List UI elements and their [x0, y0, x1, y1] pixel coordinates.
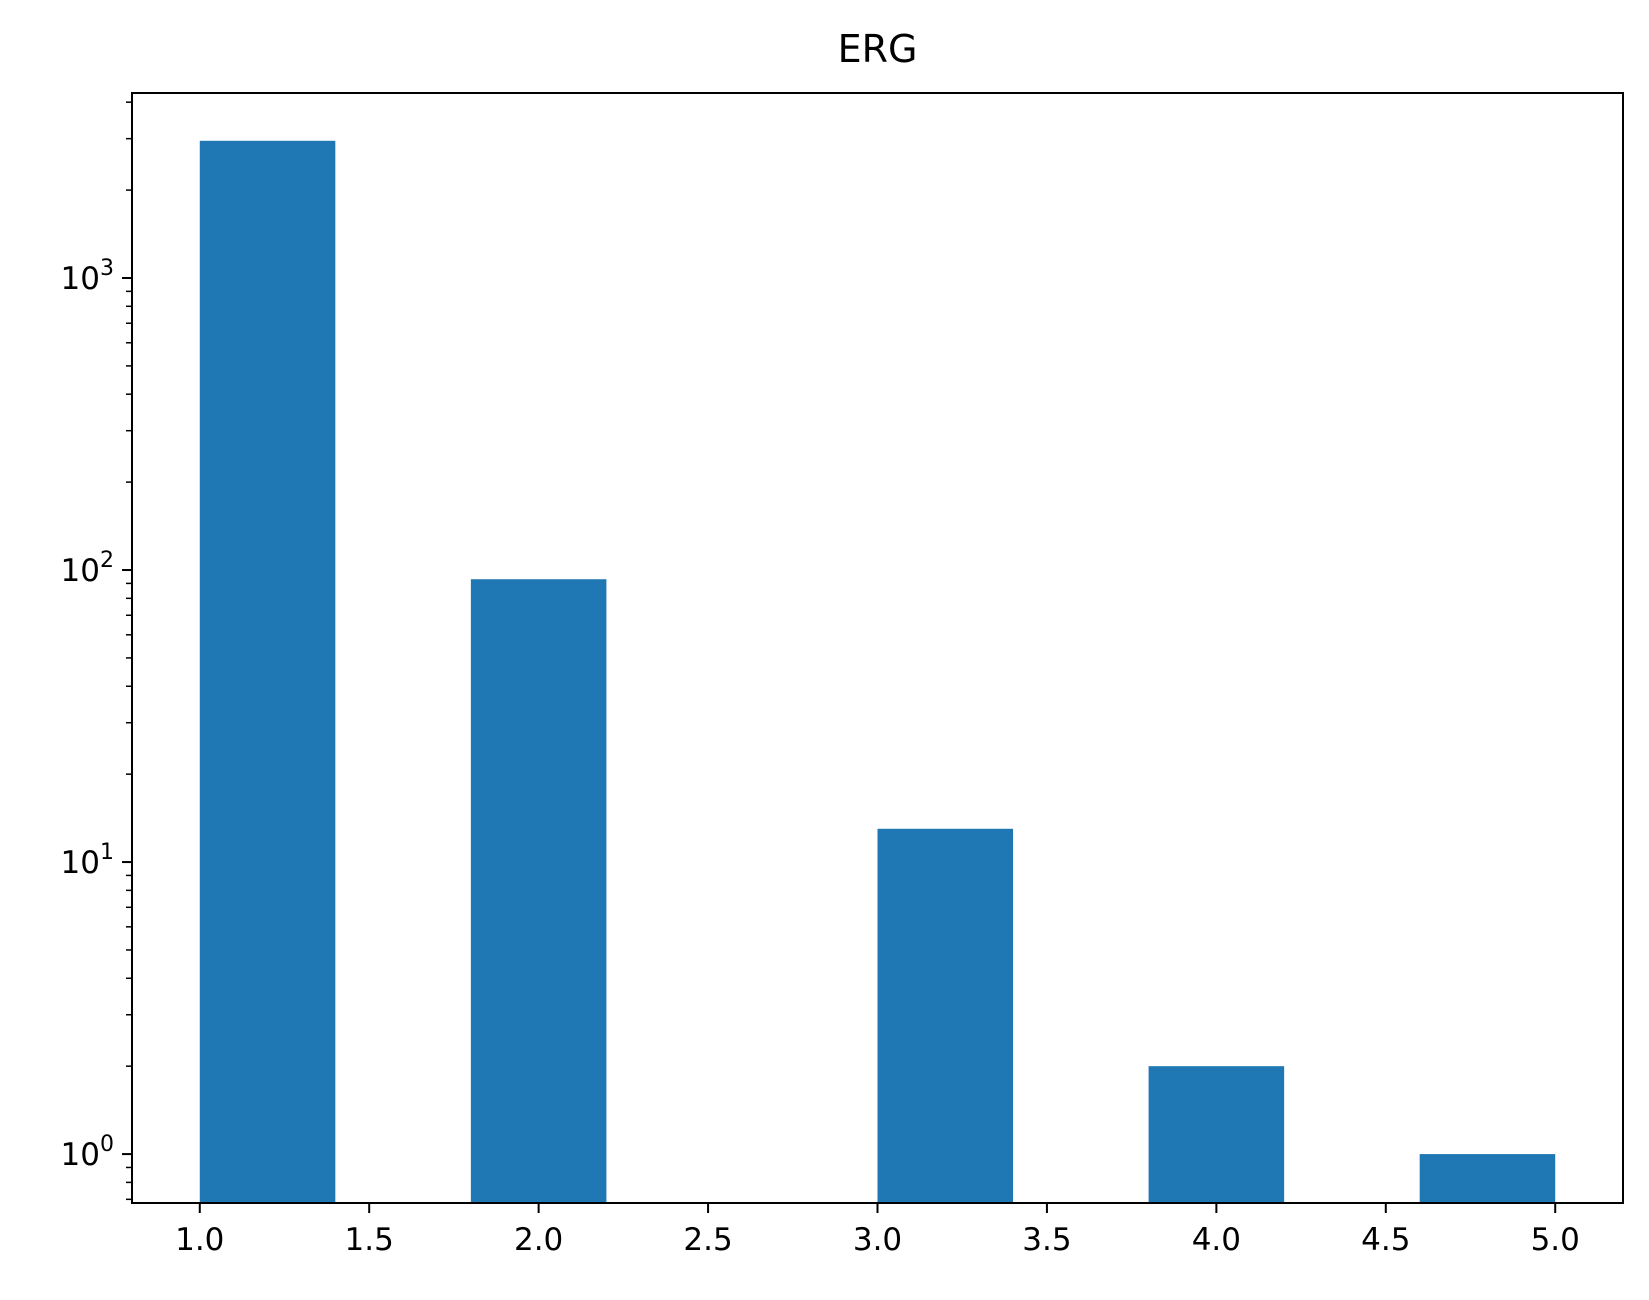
x-tick-label: 1.5: [345, 1222, 394, 1258]
x-tick-label: 3.0: [853, 1222, 902, 1258]
y-axis: 100 101 102 103: [61, 256, 132, 1173]
x-tick-label: 4.5: [1361, 1222, 1410, 1258]
bar-5: [1148, 1066, 1285, 1203]
bar-0: [199, 140, 336, 1203]
plot-frame: [131, 92, 1624, 1204]
x-tick-label: 5.0: [1531, 1222, 1580, 1258]
y-tick-label: 101: [61, 840, 114, 881]
bar-1: [470, 579, 607, 1203]
x-tick-label: 4.0: [1192, 1222, 1241, 1258]
x-tick-label: 3.5: [1022, 1222, 1071, 1258]
bar-4: [877, 828, 1014, 1203]
x-tick-label: 2.0: [514, 1222, 563, 1258]
y-tick-label: 103: [61, 256, 114, 297]
bar-6: [1419, 1154, 1556, 1203]
x-axis: 1.0 1.5 2.0 2.5 3.0 3.5 4.0 4.5 5.0: [175, 1203, 1580, 1258]
x-tick-label: 2.5: [683, 1222, 732, 1258]
bars-layer: [199, 140, 1556, 1203]
y-tick-label: 100: [61, 1132, 114, 1173]
x-tick-label: 1.0: [175, 1222, 224, 1258]
chart-title: ERG: [838, 27, 918, 71]
y-tick-label: 102: [61, 548, 114, 589]
